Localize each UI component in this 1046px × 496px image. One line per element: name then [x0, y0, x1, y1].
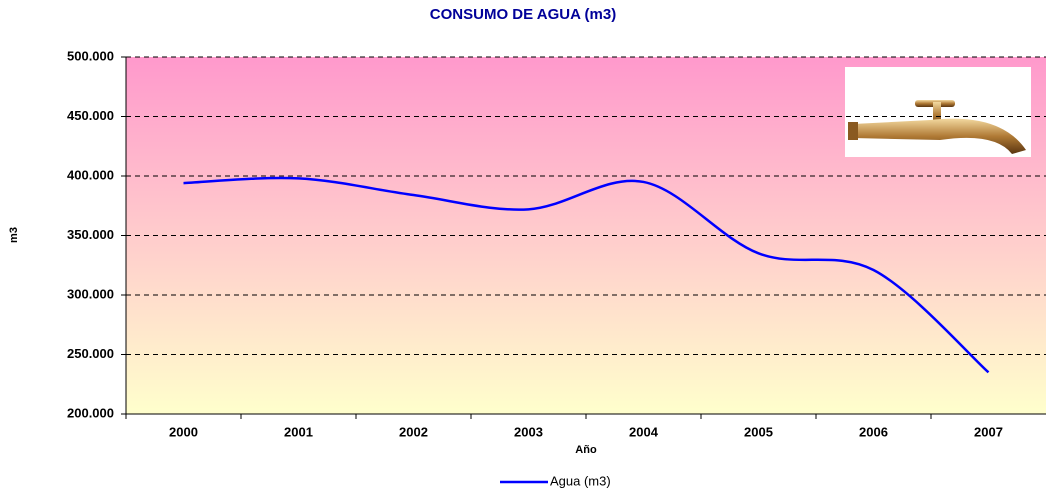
x-tick-label: 2004 — [629, 424, 659, 439]
y-tick-label: 450.000 — [67, 108, 114, 123]
x-tick-label: 2005 — [744, 424, 773, 439]
y-tick-label: 200.000 — [67, 405, 114, 420]
x-tick-label: 2003 — [514, 424, 543, 439]
x-axis-label: Año — [575, 444, 597, 456]
y-tick-label: 350.000 — [67, 227, 114, 242]
x-tick-label: 2006 — [859, 424, 888, 439]
y-tick-label: 400.000 — [67, 167, 114, 182]
y-tick-label: 250.000 — [67, 346, 114, 361]
chart-title: CONSUMO DE AGUA (m3) — [430, 6, 616, 23]
y-tick-label: 300.000 — [67, 286, 114, 301]
legend-label: Agua (m3) — [550, 473, 611, 488]
x-tick-label: 2000 — [169, 424, 198, 439]
faucet-image — [845, 67, 1031, 157]
line — [183, 176, 990, 374]
y-tick-label: 500.000 — [67, 48, 114, 63]
x-tick-label: 2001 — [284, 424, 313, 439]
y-axis-label: m3 — [8, 227, 20, 243]
x-tick-label: 2002 — [399, 424, 428, 439]
x-tick-label: 2007 — [974, 424, 1003, 439]
